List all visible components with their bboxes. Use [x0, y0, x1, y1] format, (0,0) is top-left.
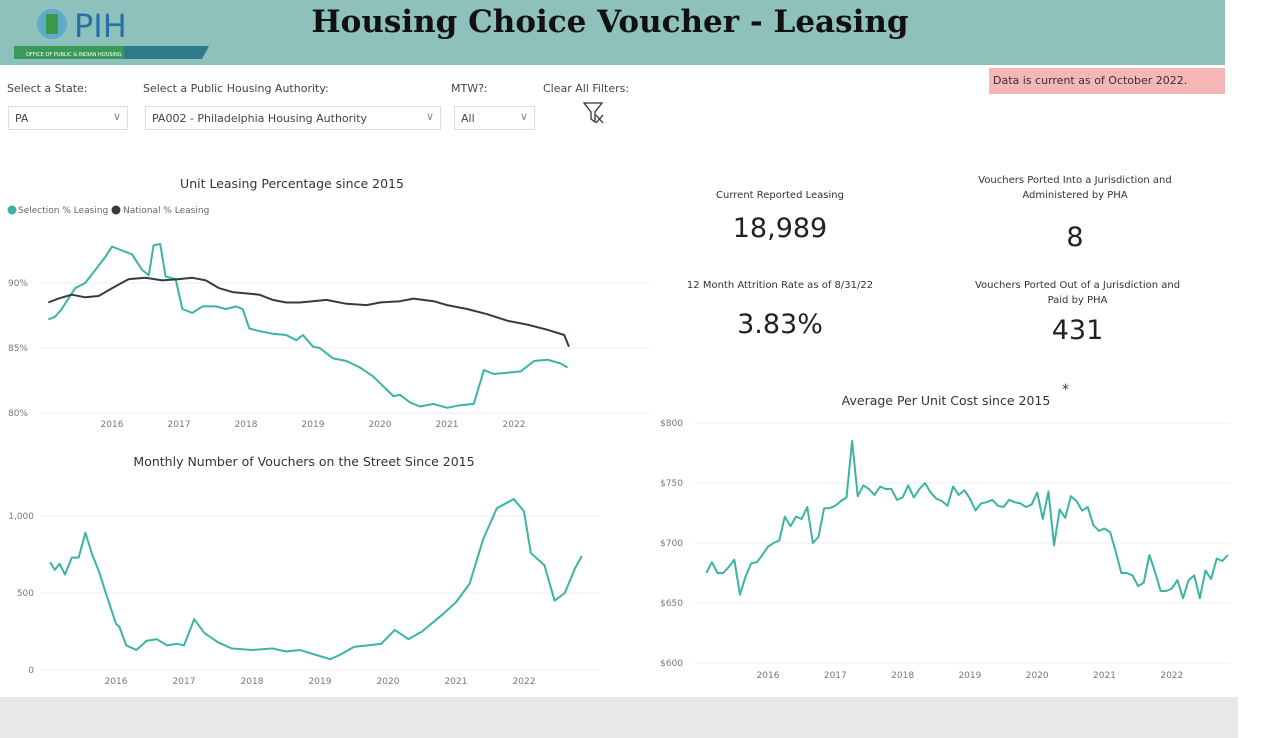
footer-band — [0, 697, 1238, 738]
kpi-value: 3.83% — [737, 309, 823, 340]
x-tick-label: 2017 — [824, 671, 847, 681]
x-tick-label: 2018 — [891, 671, 914, 681]
x-tick-label: 2019 — [309, 677, 332, 687]
legend-national[interactable]: National % Leasing — [123, 206, 209, 216]
y-tick-label: 0 — [28, 666, 34, 676]
series-line[interactable] — [49, 498, 583, 661]
pih-logo: PIH OFFICE OF PUBLIC & INDIAN HOUSING — [14, 6, 209, 60]
legend-marker-selection — [7, 205, 17, 215]
x-tick-label: 2022 — [1160, 671, 1183, 681]
x-tick-label: 2022 — [503, 420, 526, 430]
data-current-notice: Data is current as of October 2022. — [989, 68, 1225, 94]
leasing-chart-title: Unit Leasing Percentage since 2015 — [180, 176, 404, 191]
x-tick-label: 2016 — [757, 671, 780, 681]
y-tick-label: $600 — [660, 659, 683, 669]
kpi-value: 18,989 — [732, 213, 828, 244]
y-tick-label: 80% — [8, 409, 28, 419]
state-dropdown[interactable]: PA ∨ — [8, 106, 128, 130]
x-tick-label: 2020 — [377, 677, 400, 687]
x-tick-label: 2016 — [101, 420, 124, 430]
kpi-value: 431 — [1051, 315, 1104, 346]
x-tick-label: 2021 — [445, 677, 468, 687]
kpi-title: Vouchers Ported Out of a Jurisdiction an… — [974, 280, 1181, 306]
series-line-national-leasing[interactable] — [47, 276, 570, 348]
x-tick-label: 2017 — [168, 420, 191, 430]
clear-filter-icon[interactable] — [582, 100, 608, 130]
svg-text:OFFICE OF PUBLIC & INDIAN HOUS: OFFICE OF PUBLIC & INDIAN HOUSING — [26, 52, 122, 58]
y-tick-label: 500 — [17, 589, 34, 599]
x-tick-label: 2016 — [105, 677, 128, 687]
series-line[interactable] — [705, 440, 1229, 600]
kpi-title: 12 Month Attrition Rate as of 8/31/22 — [686, 280, 874, 291]
x-tick-label: 2018 — [235, 420, 258, 430]
x-tick-label: 2020 — [369, 420, 392, 430]
mtw-dropdown[interactable]: All ∨ — [454, 106, 535, 130]
y-tick-label: $800 — [660, 419, 683, 429]
vouchers-chart-title: Monthly Number of Vouchers on the Street… — [133, 454, 474, 469]
y-tick-label: $750 — [660, 479, 683, 489]
cost-chart-title: Average Per Unit Cost since 2015 — [842, 393, 1051, 408]
series-line-selection-leasing[interactable] — [47, 243, 569, 409]
pha-dropdown[interactable]: PA002 - Philadelphia Housing Authority ∨ — [145, 106, 441, 130]
x-tick-label: 2022 — [513, 677, 536, 687]
svg-text:PIH: PIH — [74, 7, 127, 45]
x-tick-label: 2019 — [958, 671, 981, 681]
kpi-title: Vouchers Ported Into a Jurisdiction and … — [978, 175, 1172, 201]
y-tick-label: 90% — [8, 279, 28, 289]
vouchers-chart: 0 500 1,000 2016 2017 2018 2019 2020 2021 2022 — [8, 498, 600, 687]
x-tick-label: 2017 — [173, 677, 196, 687]
mtw-label: MTW?: — [451, 82, 488, 95]
page-title: Housing Choice Voucher - Leasing — [311, 4, 909, 40]
x-tick-label: 2021 — [1093, 671, 1116, 681]
x-tick-label: 2021 — [436, 420, 459, 430]
y-tick-label: $700 — [660, 539, 683, 549]
cost-chart: $600 $650 $700 $750 $800 2016 2017 2018 2019 2020… — [660, 419, 1230, 681]
mtw-value: All — [461, 112, 475, 125]
y-tick-label: 1,000 — [8, 512, 34, 522]
legend-marker-national — [111, 205, 121, 215]
pha-value: PA002 - Philadelphia Housing Authority — [152, 112, 368, 125]
state-value: PA — [15, 112, 29, 125]
x-tick-label: 2020 — [1026, 671, 1049, 681]
chevron-down-icon: ∨ — [112, 110, 121, 123]
kpi-title: Current Reported Leasing — [716, 190, 844, 201]
chevron-down-icon: ∨ — [519, 110, 528, 123]
state-label: Select a State: — [7, 82, 88, 95]
x-tick-label: 2019 — [302, 420, 325, 430]
legend-selection[interactable]: Selection % Leasing — [18, 206, 108, 216]
chevron-down-icon: ∨ — [425, 110, 434, 123]
x-tick-label: 2018 — [241, 677, 264, 687]
pha-label: Select a Public Housing Authority: — [143, 82, 329, 95]
leasing-chart: 80% 85% 90% 2016 2017 2018 2019 2020 2021 2022 — [8, 243, 650, 430]
y-tick-label: 85% — [8, 344, 28, 354]
clear-filters-label: Clear All Filters: — [543, 82, 630, 95]
cost-chart-annotation: * — [1062, 382, 1069, 398]
kpi-value: 8 — [1066, 222, 1084, 253]
y-tick-label: $650 — [660, 599, 683, 609]
